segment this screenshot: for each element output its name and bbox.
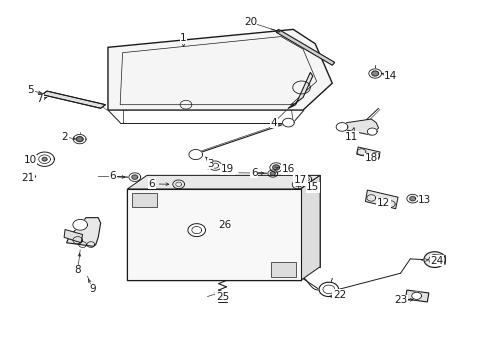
Polygon shape xyxy=(302,176,311,183)
Text: 20: 20 xyxy=(244,17,256,27)
Polygon shape xyxy=(411,292,421,300)
Polygon shape xyxy=(409,197,415,201)
Polygon shape xyxy=(28,175,33,178)
Polygon shape xyxy=(432,255,445,264)
Text: 14: 14 xyxy=(384,71,397,81)
Text: 21: 21 xyxy=(21,173,34,183)
Text: 3: 3 xyxy=(206,159,213,169)
Polygon shape xyxy=(371,71,378,76)
Polygon shape xyxy=(127,189,300,280)
Polygon shape xyxy=(366,128,376,135)
Polygon shape xyxy=(288,72,312,108)
Polygon shape xyxy=(129,173,141,181)
Polygon shape xyxy=(42,91,105,108)
Polygon shape xyxy=(276,30,334,65)
Polygon shape xyxy=(368,69,381,78)
Text: 6: 6 xyxy=(148,179,155,189)
Polygon shape xyxy=(73,134,86,144)
Text: 17: 17 xyxy=(293,175,306,185)
Polygon shape xyxy=(42,157,47,161)
Polygon shape xyxy=(127,175,320,189)
Text: 7: 7 xyxy=(36,94,43,104)
Polygon shape xyxy=(132,193,157,207)
Polygon shape xyxy=(292,180,304,189)
Polygon shape xyxy=(271,262,295,277)
Text: 26: 26 xyxy=(218,220,231,230)
Polygon shape xyxy=(300,175,320,280)
Text: 19: 19 xyxy=(221,164,234,174)
Text: 10: 10 xyxy=(23,155,37,165)
Polygon shape xyxy=(147,175,320,267)
Polygon shape xyxy=(423,252,445,267)
Text: 6: 6 xyxy=(250,168,257,178)
Polygon shape xyxy=(336,119,378,135)
Text: 25: 25 xyxy=(216,292,229,302)
Text: 9: 9 xyxy=(89,284,96,294)
Polygon shape xyxy=(282,118,294,127)
Text: 23: 23 xyxy=(393,295,407,305)
Polygon shape xyxy=(35,152,54,166)
Polygon shape xyxy=(172,180,184,189)
Polygon shape xyxy=(64,229,82,243)
Polygon shape xyxy=(269,163,282,172)
Text: 13: 13 xyxy=(417,195,430,205)
Text: 8: 8 xyxy=(74,265,81,275)
Polygon shape xyxy=(365,190,397,209)
Polygon shape xyxy=(208,161,221,170)
Polygon shape xyxy=(406,194,418,203)
Polygon shape xyxy=(319,282,338,297)
Text: 18: 18 xyxy=(364,153,377,163)
Text: 2: 2 xyxy=(61,132,68,142)
Polygon shape xyxy=(188,149,202,159)
Polygon shape xyxy=(304,177,309,181)
Polygon shape xyxy=(335,123,347,131)
Polygon shape xyxy=(187,224,205,237)
Polygon shape xyxy=(66,218,101,246)
Polygon shape xyxy=(405,290,428,302)
Polygon shape xyxy=(73,220,87,230)
Text: 4: 4 xyxy=(270,118,277,128)
Text: 5: 5 xyxy=(27,85,34,95)
Polygon shape xyxy=(356,147,379,159)
Text: 24: 24 xyxy=(429,256,443,266)
Text: 12: 12 xyxy=(376,198,389,208)
Text: 16: 16 xyxy=(281,164,294,174)
Text: 11: 11 xyxy=(345,132,358,142)
Text: 15: 15 xyxy=(305,182,319,192)
Text: 1: 1 xyxy=(180,33,186,43)
Text: 22: 22 xyxy=(332,290,346,300)
Polygon shape xyxy=(132,175,138,179)
Polygon shape xyxy=(108,30,331,110)
Polygon shape xyxy=(26,173,35,180)
Polygon shape xyxy=(175,182,181,186)
Polygon shape xyxy=(272,165,279,170)
Polygon shape xyxy=(295,183,301,187)
Polygon shape xyxy=(270,172,275,175)
Polygon shape xyxy=(76,136,83,141)
Text: 6: 6 xyxy=(109,171,116,181)
Polygon shape xyxy=(267,170,277,177)
